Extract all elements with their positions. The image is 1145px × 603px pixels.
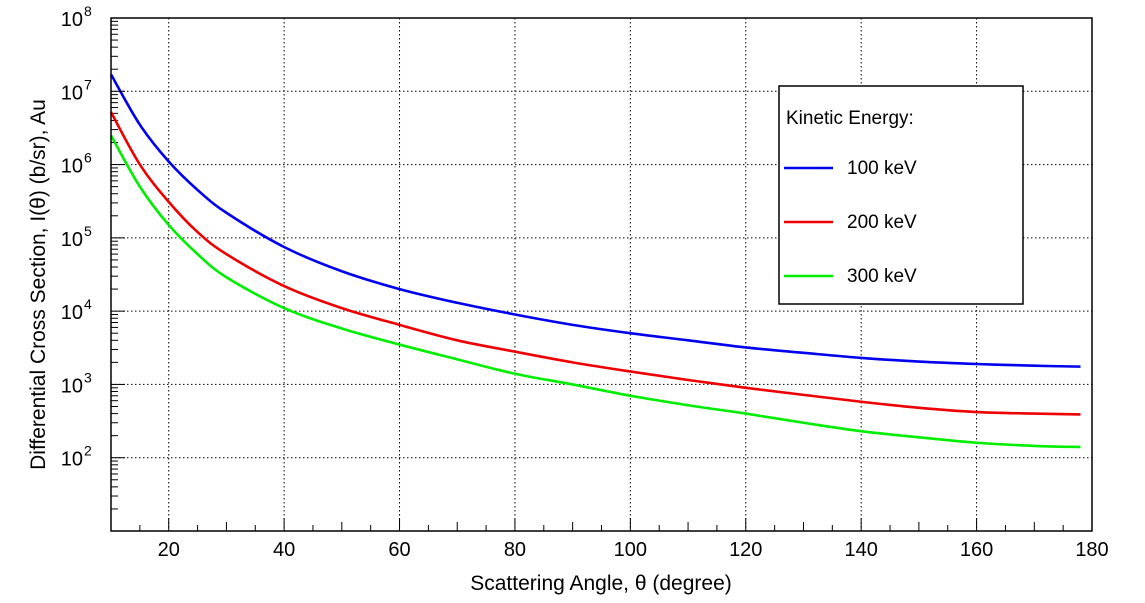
legend-entry-label: 100 keV xyxy=(847,158,917,179)
x-tick-label: 160 xyxy=(960,539,993,561)
x-tick-label: 40 xyxy=(273,539,295,561)
x-axis-title: Scattering Angle, θ (degree) xyxy=(470,572,732,595)
legend: Kinetic Energy: 100 keV 200 keV 300 keV xyxy=(778,85,1024,305)
x-tick-label: 100 xyxy=(614,539,647,561)
y-tick-exponent: 5 xyxy=(84,223,92,239)
y-tick-label: 10 xyxy=(61,449,83,471)
y-tick-exponent: 7 xyxy=(84,76,92,92)
x-tick-label: 140 xyxy=(844,539,877,561)
legend-entry-label: 300 keV xyxy=(847,266,917,287)
series-lines xyxy=(109,73,1081,449)
x-axis-ticks: 20 40 60 80 100 120 140 160 180 xyxy=(158,518,1109,561)
x-tick-label: 60 xyxy=(388,539,410,561)
x-tick-label: 20 xyxy=(158,539,180,561)
y-tick-base: 10 xyxy=(61,9,83,31)
y-tick-label: 10 xyxy=(61,375,83,397)
x-tick-label: 120 xyxy=(729,539,762,561)
legend-box xyxy=(778,85,1024,305)
minor-ticks xyxy=(111,20,1064,531)
y-tick-base: 10 xyxy=(61,156,83,178)
y-tick-exponent: 3 xyxy=(84,369,92,385)
series-line-3 xyxy=(109,134,1081,449)
y-tick-base: 10 xyxy=(61,449,83,471)
series-line-1 xyxy=(109,73,1081,368)
y-tick-label: 10 xyxy=(61,302,83,324)
x-tick-label: 180 xyxy=(1075,539,1108,561)
y-tick-base: 10 xyxy=(61,229,83,251)
y-tick-label: 10 xyxy=(61,229,83,251)
y-tick-exponent: 8 xyxy=(84,3,92,19)
y-axis-title: Differential Cross Section, I(θ) (b/sr),… xyxy=(27,99,50,470)
legend-title: Kinetic Energy: xyxy=(786,108,914,129)
x-tick-label: 80 xyxy=(504,539,526,561)
y-tick-base: 10 xyxy=(61,82,83,104)
y-tick-label: 10 xyxy=(61,82,83,104)
legend-entries: 100 keV 200 keV 300 keV xyxy=(784,158,917,287)
plot-frame xyxy=(110,17,1093,532)
y-tick-exponent: 2 xyxy=(84,443,92,459)
y-tick-base: 10 xyxy=(61,302,83,324)
y-tick-exponent: 6 xyxy=(84,150,92,166)
legend-entry-label: 200 keV xyxy=(847,212,917,233)
series-line-2 xyxy=(109,111,1081,416)
y-tick-base: 10 xyxy=(61,375,83,397)
y-tick-label: 10 xyxy=(61,9,83,31)
y-tick-exponent: 4 xyxy=(84,296,92,312)
y-tick-label: 10 xyxy=(61,156,83,178)
